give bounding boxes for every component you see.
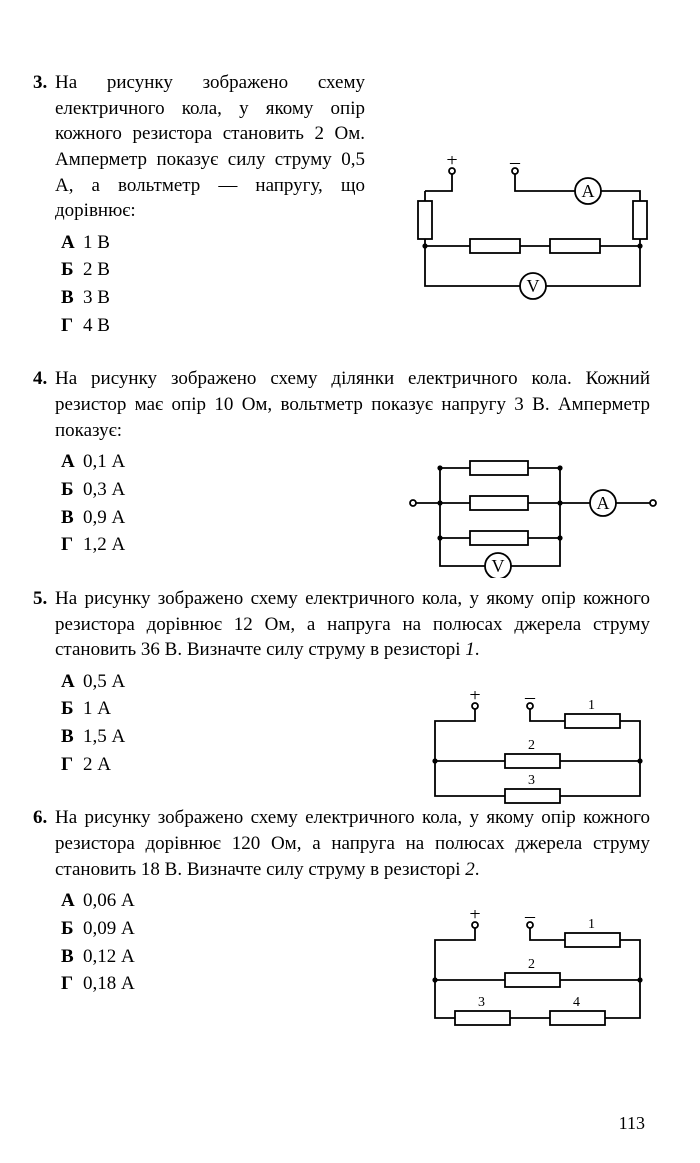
option-label: В [61, 505, 83, 531]
voltmeter-label: V [492, 556, 505, 576]
option-value: 0,1 А [83, 451, 125, 472]
page-number: 113 [619, 1111, 645, 1135]
option-value: 0,12 А [83, 946, 135, 967]
problem-number: 4. [33, 366, 47, 392]
option-label: Г [61, 971, 83, 997]
r3-label: 3 [478, 995, 485, 1010]
option-label: В [61, 944, 83, 970]
page: 3. На рисунку зображено схему електрично… [0, 0, 700, 1163]
problem-number: 6. [33, 805, 47, 831]
option-value: 1 А [83, 698, 111, 719]
option-value: 0,09 А [83, 918, 135, 939]
problem-number: 3. [33, 70, 47, 96]
problem-number: 5. [33, 586, 47, 612]
option-label: Г [61, 532, 83, 558]
option-value: 3 В [83, 287, 110, 308]
option-value: 1 В [83, 232, 110, 253]
option-label: А [61, 230, 83, 256]
plus-label: + [469, 910, 480, 925]
option-label: Б [61, 257, 83, 283]
problem-3: 3. На рисунку зображено схему електрично… [55, 70, 650, 338]
figure-3: + – A [410, 156, 660, 321]
option-value: 1,5 А [83, 726, 125, 747]
ammeter-label: A [597, 493, 610, 513]
plus-label: + [469, 691, 480, 706]
ammeter-label: A [582, 181, 595, 201]
option-value: 2 А [83, 754, 111, 775]
problem-text: На рисунку зображено схему електричного … [55, 805, 650, 882]
figure-5: + – 1 2 3 [420, 691, 655, 811]
r3-label: 3 [528, 773, 535, 788]
plus-label: + [446, 156, 457, 171]
option-label: Г [61, 752, 83, 778]
option-value: 4 В [83, 315, 110, 336]
minus-label: – [509, 156, 521, 173]
option-value: 0,3 А [83, 479, 125, 500]
problem-text: На рисунку зображено схему ділянки елект… [55, 366, 650, 443]
problem-6: 6. На рисунку зображено схему електрично… [55, 805, 650, 996]
option-value: 2 В [83, 259, 110, 280]
option-label: В [61, 724, 83, 750]
figure-6: + – 1 2 3 4 [420, 910, 655, 1035]
minus-label: – [524, 691, 536, 708]
option-value: 0,9 А [83, 507, 125, 528]
option-value: 1,2 А [83, 534, 125, 555]
option-label: Б [61, 916, 83, 942]
option-label: Б [61, 696, 83, 722]
r1-label: 1 [588, 698, 595, 713]
option-value: 0,5 А [83, 671, 125, 692]
option-label: Г [61, 313, 83, 339]
problem-text: На рисунку зображено схему електричного … [55, 586, 650, 663]
option-label: В [61, 285, 83, 311]
problem-4: 4. На рисунку зображено схему ділянки ел… [55, 366, 650, 557]
r1-label: 1 [588, 917, 595, 932]
option-value: 0,18 А [83, 973, 135, 994]
r2-label: 2 [528, 957, 535, 972]
r2-label: 2 [528, 738, 535, 753]
figure-4: A V [405, 448, 660, 578]
problem-5: 5. На рисунку зображено схему електрично… [55, 586, 650, 777]
option-value: 0,06 А [83, 890, 135, 911]
option-label: А [61, 669, 83, 695]
option-label: А [61, 449, 83, 475]
voltmeter-label: V [527, 276, 540, 296]
r4-label: 4 [573, 995, 580, 1010]
option-label: А [61, 888, 83, 914]
option-label: Б [61, 477, 83, 503]
minus-label: – [524, 910, 536, 927]
problem-text: На рисунку зображено схему електричного … [55, 70, 365, 224]
